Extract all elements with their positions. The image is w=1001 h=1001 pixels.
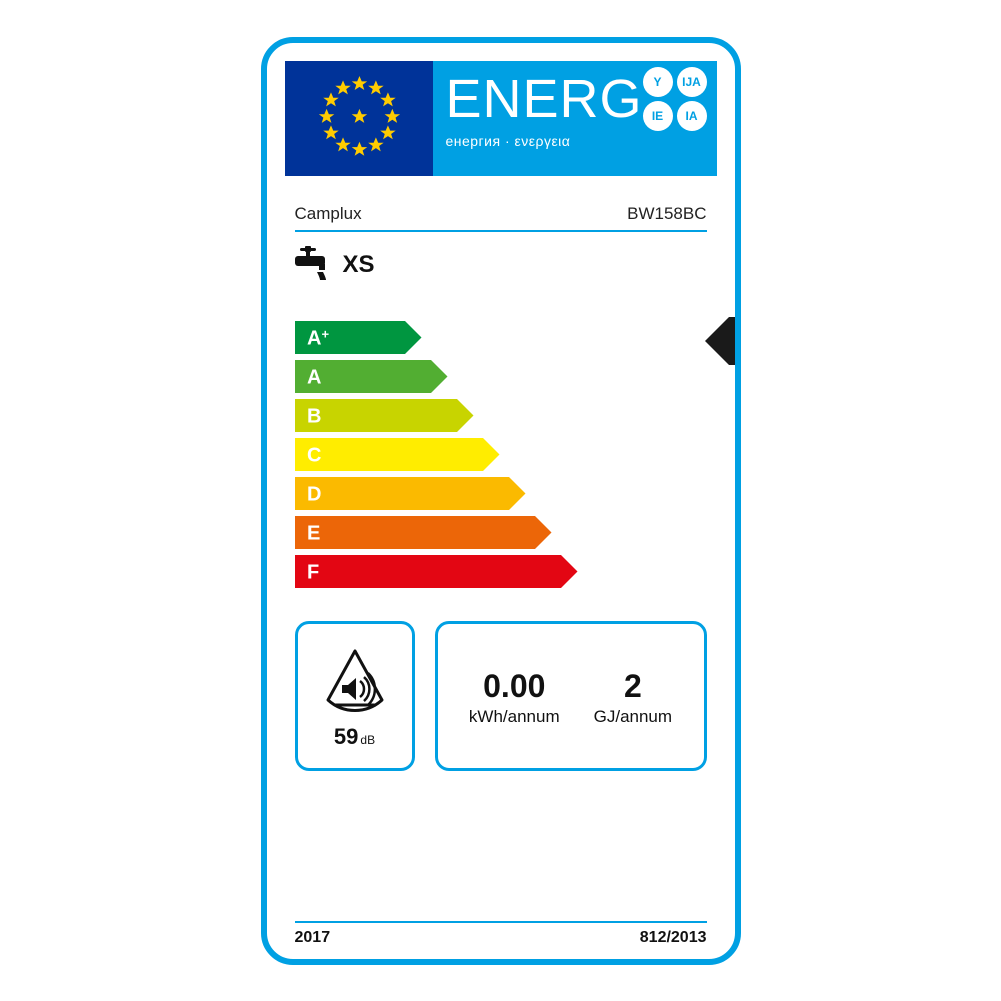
footer: 2017 812/2013 [295, 921, 707, 947]
load-profile-row: XS [295, 246, 707, 285]
footer-regulation: 812/2013 [640, 929, 707, 947]
svg-text:F: F [307, 561, 319, 583]
energy-banner: ENERG Y IJA IE IA енергия · ενεργεια [433, 61, 716, 176]
product-identity: Camplux BW158BC [295, 204, 707, 232]
metrics-row: 59dB 0.00 kWh/annum 2 GJ/annum [295, 621, 707, 771]
gj-column: 2 GJ/annum [594, 668, 672, 727]
lang-code: Y [643, 67, 673, 97]
energy-label: ENERG Y IJA IE IA енергия · ενεργεια Cam… [261, 37, 741, 965]
svg-text:A: A [307, 366, 321, 388]
svg-text:D: D [307, 483, 321, 505]
svg-text:C: C [307, 444, 321, 466]
kwh-value: 0.00 [469, 668, 560, 705]
kwh-unit: kWh/annum [469, 707, 560, 727]
sound-value: 59dB [334, 724, 375, 750]
svg-text:B: B [307, 405, 321, 427]
lang-code: IE [643, 101, 673, 131]
lang-code: IJA [677, 67, 707, 97]
efficiency-scale: A+ABCDEF A+ [295, 321, 707, 591]
tap-icon [295, 246, 337, 285]
brand-name: Camplux [295, 204, 362, 224]
energy-subtitle: енергия · ενεργεια [445, 133, 706, 149]
model-name: BW158BC [627, 204, 706, 224]
svg-text:E: E [307, 522, 320, 544]
gj-unit: GJ/annum [594, 707, 672, 727]
sound-db-value: 59 [334, 724, 358, 749]
lang-code: IA [677, 101, 707, 131]
load-profile-value: XS [343, 251, 375, 279]
header: ENERG Y IJA IE IA енергия · ενεργεια [285, 61, 717, 176]
sound-db-unit: dB [360, 733, 375, 747]
gj-value: 2 [594, 668, 672, 705]
kwh-column: 0.00 kWh/annum [469, 668, 560, 727]
language-codes: Y IJA IE IA [643, 67, 707, 131]
footer-year: 2017 [295, 929, 331, 947]
sound-icon [320, 645, 390, 720]
eu-flag-icon [285, 61, 434, 176]
consumption-box: 0.00 kWh/annum 2 GJ/annum [435, 621, 707, 771]
sound-box: 59dB [295, 621, 415, 771]
energy-title: ENERG [445, 72, 642, 126]
